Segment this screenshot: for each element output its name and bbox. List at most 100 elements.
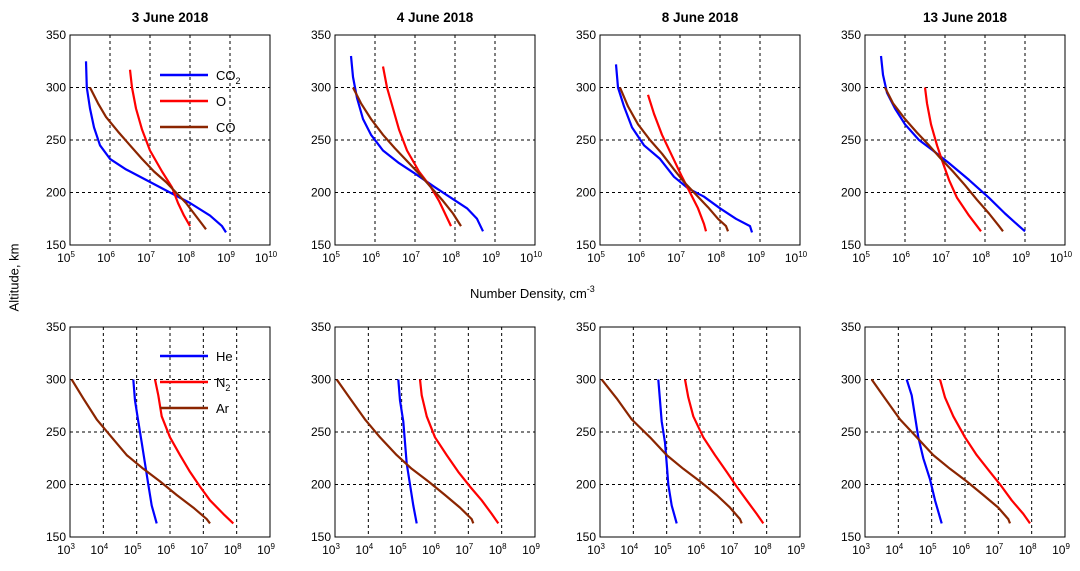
x-tick-label: 109: [747, 250, 765, 265]
x-tick-label: 107: [720, 542, 738, 557]
y-tick-label: 150: [576, 238, 596, 252]
y-tick-label: 250: [576, 133, 596, 147]
series-line-o: [381, 66, 452, 227]
series-line-co2: [349, 55, 484, 232]
y-tick-label: 200: [576, 478, 596, 492]
x-tick-label: 106: [892, 250, 910, 265]
x-tick-label: 107: [455, 542, 473, 557]
series-line-he: [905, 379, 943, 524]
x-tick-label: 109: [217, 250, 235, 265]
y-tick-label: 350: [311, 320, 331, 334]
series-line-ar: [600, 378, 743, 524]
x-tick-label: 103: [322, 542, 340, 557]
x-tick-label: 1010: [1050, 250, 1073, 265]
x-tick-label: 105: [389, 542, 407, 557]
series-line-ar: [870, 378, 1012, 524]
panel-2: 105 106 107 108 109 1010 150 200 250 300 350 4 June…: [311, 10, 543, 265]
panel-title: 3 June 2018: [132, 10, 209, 25]
axes-frame: [69, 34, 271, 246]
series-line-ar: [70, 378, 211, 525]
legend-bottom: He N2 Ar: [160, 349, 233, 416]
x-tick-label: 107: [667, 250, 685, 265]
x-tick-label: 108: [707, 250, 725, 265]
series-line-co2: [879, 55, 1026, 233]
panel-3: 105 106 107 108 109 1010 150 200 250 300 350 8 June…: [576, 10, 808, 265]
x-tick-label: 109: [1052, 542, 1070, 557]
x-tick-label: 106: [97, 250, 115, 265]
series-line-co: [352, 87, 462, 227]
x-tick-label: 107: [137, 250, 155, 265]
x-tick-label: 106: [952, 542, 970, 557]
panel-title: 4 June 2018: [397, 10, 474, 25]
axes-frame: [864, 34, 1066, 246]
y-tick-label: 300: [576, 373, 596, 387]
series-line-o: [923, 87, 982, 232]
axes-frame: [599, 326, 801, 538]
legend-label: He: [216, 349, 233, 364]
x-tick-label: 104: [355, 542, 373, 557]
y-tick-label: 250: [841, 133, 861, 147]
series-line-n2: [418, 379, 500, 525]
y-tick-label: 150: [311, 530, 331, 544]
y-tick-label: 350: [576, 28, 596, 42]
x-tick-label: 1010: [520, 250, 543, 265]
y-tick-label: 300: [46, 373, 66, 387]
y-tick-label: 250: [46, 425, 66, 439]
x-tick-label: 108: [1019, 542, 1037, 557]
panel-8: 103 104 105 106 107 108 109 150 200 250 300 350: [841, 320, 1070, 557]
series-line-co: [884, 87, 1004, 232]
x-tick-label: 108: [972, 250, 990, 265]
y-tick-label: 200: [841, 478, 861, 492]
series-line-o: [646, 94, 708, 232]
series-line-co: [618, 87, 730, 232]
x-tick-label: 107: [985, 542, 1003, 557]
x-tick-label: 106: [627, 250, 645, 265]
y-tick-label: 250: [311, 425, 331, 439]
series-line-co2: [84, 61, 227, 233]
y-tick-label: 350: [311, 28, 331, 42]
x-tick-label: 109: [1012, 250, 1030, 265]
y-tick-label: 200: [46, 186, 66, 200]
legend-label: N2: [216, 375, 230, 393]
x-tick-label: 108: [754, 542, 772, 557]
series-line-n2: [683, 379, 765, 525]
y-tick-label: 150: [46, 530, 66, 544]
series-line-n2: [153, 379, 235, 525]
axes-frame: [334, 326, 536, 538]
y-tick-label: 350: [46, 28, 66, 42]
x-tick-label: 108: [442, 250, 460, 265]
y-tick-label: 200: [311, 186, 331, 200]
y-tick-label: 200: [46, 478, 66, 492]
legend-label: CO: [216, 120, 236, 135]
series-line-ar: [335, 378, 475, 524]
panel-4: 105 106 107 108 109 1010 150 200 250 300 350 13 Jun…: [841, 10, 1073, 265]
x-axis-label: Number Density, cm-3: [470, 284, 595, 301]
y-tick-label: 200: [576, 186, 596, 200]
y-tick-label: 300: [841, 373, 861, 387]
x-tick-label: 104: [90, 542, 108, 557]
x-tick-label: 107: [402, 250, 420, 265]
axes-frame: [334, 34, 536, 246]
x-tick-label: 105: [919, 542, 937, 557]
series-line-he: [132, 379, 158, 524]
x-tick-label: 105: [322, 250, 340, 265]
x-tick-label: 108: [177, 250, 195, 265]
y-axis-label: Altitude, km: [6, 243, 22, 312]
x-axis-label-text: Number Density, cm: [470, 286, 587, 301]
x-tick-label: 105: [852, 250, 870, 265]
y-tick-label: 350: [841, 320, 861, 334]
panel-title: 8 June 2018: [662, 10, 739, 25]
panel-6: 103 104 105 106 107 108 109 150 200 250 300 350: [311, 320, 540, 557]
y-tick-label: 250: [46, 133, 66, 147]
x-tick-label: 107: [190, 542, 208, 557]
x-tick-label: 105: [124, 542, 142, 557]
x-tick-label: 109: [522, 542, 540, 557]
x-tick-label: 1010: [785, 250, 808, 265]
y-tick-label: 150: [841, 238, 861, 252]
y-tick-label: 150: [311, 238, 331, 252]
legend-label: Ar: [216, 401, 230, 416]
axes-frame: [599, 34, 801, 246]
axes-frame: [69, 326, 271, 538]
y-tick-label: 150: [46, 238, 66, 252]
y-tick-label: 300: [311, 373, 331, 387]
